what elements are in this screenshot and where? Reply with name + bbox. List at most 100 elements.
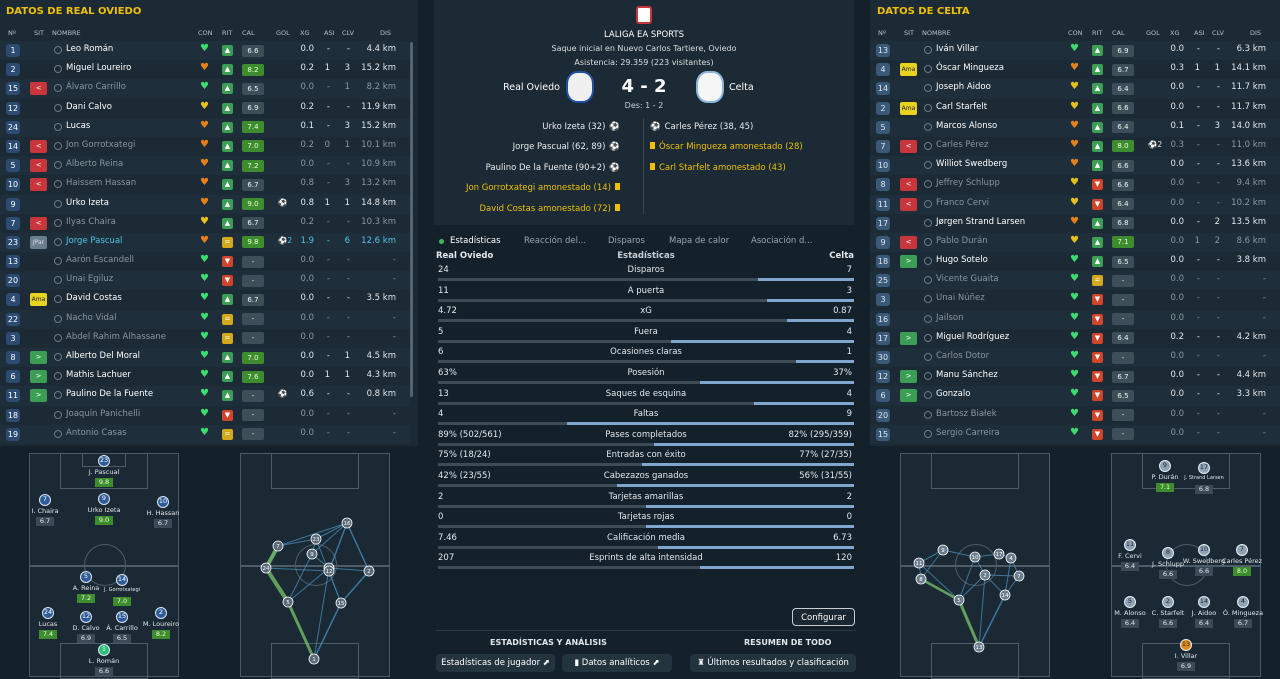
pass-node[interactable]: 2 [979, 569, 991, 581]
header-dis[interactable]: DIS [1250, 29, 1262, 37]
status-badge[interactable]: < [900, 139, 917, 153]
table-row[interactable]: 18 > Hugo Sotelo ♥ ▲ 6.5 0.0 - - 3.8 km [870, 252, 1280, 271]
table-row[interactable]: 11 < Franco Cervi ♥ ▼ 6.4 0.0- -10.2 km [870, 194, 1280, 214]
header-clv[interactable]: CLV [1212, 29, 1224, 37]
table-row[interactable]: 19 Antonio Casas ♥ = -0.0- - - [0, 424, 410, 444]
player-name[interactable]: Aarón Escandell [66, 255, 135, 266]
player-name[interactable]: Haissem Hassan [66, 178, 137, 189]
player-name[interactable]: Vicente Guaita [936, 274, 999, 285]
analytics-button[interactable]: ▮ Datos analíticos ⬈ [562, 654, 672, 672]
player-name[interactable]: Iván Villar [936, 44, 979, 54]
status-badge[interactable]: < [30, 139, 47, 153]
player-marker[interactable]: 2 [1162, 596, 1174, 608]
status-badge[interactable]: < [30, 216, 47, 230]
player-name[interactable]: Joaquín Panichelli [66, 408, 141, 419]
header-asi[interactable]: ASI [1194, 29, 1205, 37]
player-name[interactable]: Álvaro Carrillo [66, 82, 126, 93]
player-name[interactable]: Hugo Sotelo [936, 255, 988, 266]
player-name[interactable]: Carl Starfelt [936, 101, 988, 112]
status-badge[interactable]: < [30, 178, 47, 192]
player-name[interactable]: Nacho Vidal [66, 312, 117, 323]
player-marker[interactable]: 15 [116, 611, 128, 623]
pass-node[interactable]: 13 [973, 641, 985, 653]
header-nombre[interactable]: NOMBRE [52, 29, 81, 37]
pass-node[interactable]: 5 [953, 594, 965, 606]
table-row[interactable]: 6 > Gonzalo ♥ ▼ 6.5 0.0 - - 3.3 km [870, 386, 1280, 406]
table-row[interactable]: 30 Carlos Dotor ♥ ▼ -0.0- - - [870, 348, 1280, 368]
player-name[interactable]: Williot Swedberg [936, 159, 1008, 170]
player-name[interactable]: Sergio Carreira [936, 427, 1000, 438]
status-badge[interactable]: JPar [30, 235, 47, 249]
table-row[interactable]: 4 Ama Óscar Mingueza ♥ ▲ 6.7 0.3 1 1 14.1 km [870, 60, 1280, 79]
table-row[interactable]: 13 Iván Villar ♥ ▲ 6.9 0.0 - - 6.3 km [870, 41, 1280, 61]
player-marker[interactable]: 7 [39, 494, 51, 506]
away-crest[interactable] [696, 71, 724, 103]
player-name[interactable]: Lucas [66, 120, 91, 131]
pass-node[interactable]: 4 [1005, 552, 1017, 564]
player-name[interactable]: Jon Gorrotxategi [66, 139, 136, 150]
player-name[interactable]: Abdel Rahim Alhassane [66, 331, 167, 342]
header-nombre[interactable]: NOMBRE [922, 29, 951, 37]
table-row[interactable]: 24 Lucas ♥ ▲ 7.4 0.1 - 3 15.2 km [0, 117, 410, 137]
player-marker[interactable]: 10 [157, 496, 169, 508]
player-name[interactable]: Dani Calvo [66, 101, 112, 112]
player-marker[interactable]: 9 [1159, 460, 1171, 472]
header-xg[interactable]: XG [300, 29, 310, 37]
status-badge[interactable]: < [900, 197, 917, 211]
header-no[interactable]: Nº [8, 29, 16, 37]
player-name[interactable]: Óscar Mingueza [936, 63, 1004, 74]
player-marker[interactable]: 17 [1198, 462, 1210, 474]
player-marker[interactable]: 11 [1124, 539, 1136, 551]
player-marker[interactable]: 12 [80, 611, 92, 623]
player-marker[interactable]: 5 [1124, 596, 1136, 608]
table-row[interactable]: 2 Ama Carl Starfelt ♥ ▲ 6.6 0.0- -11.7 km [870, 99, 1280, 118]
table-row[interactable]: 11 > Paulino De la Fuente ♥ ▲ - ⚽ 0.6- -0.8 km [0, 386, 410, 406]
player-name[interactable]: Alberto Del Moral [66, 351, 140, 361]
player-name[interactable]: Miguel Rodríguez [936, 331, 1010, 342]
pass-node[interactable]: 7 [272, 540, 284, 552]
player-marker[interactable]: 8 [1162, 547, 1174, 559]
table-row[interactable]: 9 Urko Izeta ♥ ▲ 9.0 ⚽ 0.8 1 1 14.8 km [0, 194, 410, 214]
player-name[interactable]: Pablo Durán [936, 235, 988, 246]
header-no[interactable]: Nº [878, 29, 886, 37]
tab-asociacion[interactable]: Asociación d... [751, 236, 813, 246]
header-sit[interactable]: SIT [34, 29, 45, 37]
pass-node[interactable]: 10 [969, 551, 981, 563]
pass-node[interactable]: 23 [310, 533, 322, 545]
table-row[interactable]: 5 Marcos Alonso ♥ ▲ 6.4 0.1 - 3 14.0 km [870, 117, 1280, 137]
table-row[interactable]: 6 > Mathis Lachuer ♥ ▲ 7.6 0.0 1 1 4.3 km [0, 367, 410, 386]
status-badge[interactable]: < [900, 235, 917, 249]
player-marker[interactable]: 14 [116, 574, 128, 586]
tab-estadisticas[interactable]: Estadísticas [450, 236, 501, 246]
player-name[interactable]: Mathis Lachuer [66, 370, 131, 381]
tab-disparos[interactable]: Disparos [608, 236, 645, 246]
status-badge[interactable]: Ama [900, 63, 917, 77]
table-row[interactable]: 12 Dani Calvo ♥ ▲ 6.9 0.2- -11.9 km [0, 99, 410, 118]
table-row[interactable]: 12 > Manu Sánchez ♥ ▼ 6.7 0.0 - - 4.4 km [870, 367, 1280, 386]
table-row[interactable]: 13 Aarón Escandell ♥ ▼ -0.0- - - [0, 252, 410, 271]
table-row[interactable]: 25 Vicente Guaita ♥ = -0.0- - - [870, 271, 1280, 291]
header-rit[interactable]: RIT [1092, 29, 1103, 37]
away-team-name[interactable]: Celta [729, 82, 754, 93]
player-name[interactable]: David Costas [66, 293, 122, 304]
header-cal[interactable]: CAL [1112, 29, 1125, 37]
status-badge[interactable]: > [30, 370, 47, 384]
table-row[interactable]: 15 Sergio Carreira ♥ ▼ -0.0- - - [870, 424, 1280, 444]
table-row[interactable]: 1 Leo Román ♥ ▲ 6.6 0.0 - - 4.4 km [0, 41, 410, 61]
table-row[interactable]: 20 Bartosz Białek ♥ ▼ -0.0- - - [870, 406, 1280, 425]
player-name[interactable]: Unai Núñez [936, 293, 985, 304]
table-row[interactable]: 22 Nacho Vidal ♥ = -0.0- - - [0, 309, 410, 329]
player-name[interactable]: Antonio Casas [66, 427, 127, 438]
home-crest[interactable] [566, 71, 594, 103]
pass-node[interactable]: 16 [341, 517, 353, 529]
pass-node[interactable]: 24 [260, 562, 272, 574]
player-name[interactable]: Manu Sánchez [936, 370, 998, 381]
table-row[interactable]: 14 Joseph Aidoo ♥ ▲ 6.4 0.0- -11.7 km [870, 79, 1280, 99]
table-row[interactable]: 23 JPar Jorge Pascual ♥ = 9.8 ⚽2 1.9 - 6 12.6 km [0, 232, 410, 253]
player-marker[interactable]: 14 [1198, 596, 1210, 608]
table-row[interactable]: 7 < Ilyas Chaira ♥ ▲ 6.7 0.2- -10.3 km [0, 214, 410, 233]
pass-node[interactable]: 5 [282, 596, 294, 608]
player-marker[interactable]: 2 [155, 607, 167, 619]
header-con[interactable]: CON [1068, 29, 1083, 37]
header-gol[interactable]: GOL [1146, 29, 1160, 37]
